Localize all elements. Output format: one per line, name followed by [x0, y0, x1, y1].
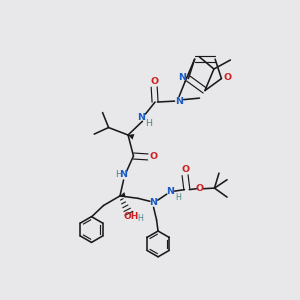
Text: OH: OH — [124, 212, 139, 221]
Text: N: N — [137, 112, 145, 122]
Text: N: N — [119, 170, 127, 179]
Text: N: N — [178, 73, 186, 82]
Text: O: O — [181, 165, 189, 174]
Text: H: H — [175, 193, 181, 202]
Text: H: H — [137, 214, 143, 223]
Text: O: O — [150, 152, 158, 161]
Polygon shape — [128, 134, 134, 140]
Text: H: H — [146, 118, 153, 127]
Text: H: H — [115, 170, 122, 179]
Text: N: N — [167, 187, 174, 196]
Polygon shape — [120, 192, 126, 197]
Text: N: N — [175, 97, 183, 106]
Text: O: O — [224, 73, 232, 82]
Text: O: O — [150, 77, 158, 86]
Text: O: O — [195, 184, 203, 193]
Text: N: N — [150, 198, 158, 207]
